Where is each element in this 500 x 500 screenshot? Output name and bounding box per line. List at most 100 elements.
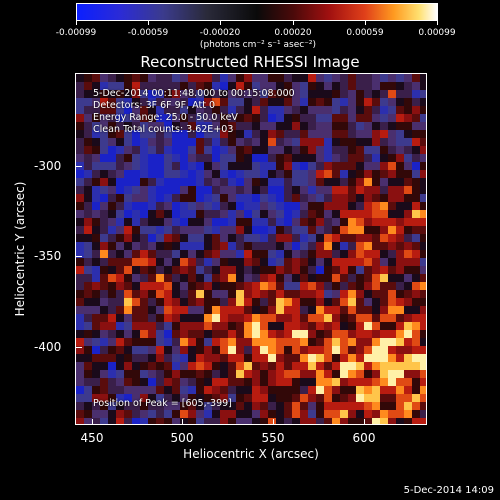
map-pixel [284, 194, 292, 202]
map-pixel [268, 98, 276, 106]
map-pixel [228, 362, 236, 370]
map-pixel [348, 226, 356, 234]
map-pixel [324, 370, 332, 378]
map-pixel [76, 234, 84, 242]
map-pixel [308, 210, 316, 218]
map-pixel [236, 186, 244, 194]
map-pixel [212, 98, 220, 106]
map-pixel [412, 210, 420, 218]
map-pixel [164, 98, 172, 106]
map-pixel [412, 202, 420, 210]
map-pixel [164, 74, 172, 82]
map-pixel [276, 178, 284, 186]
map-pixel [372, 354, 380, 362]
map-pixel [284, 218, 292, 226]
map-pixel [340, 314, 348, 322]
y-axis-tick [76, 166, 82, 167]
map-pixel [76, 322, 84, 330]
map-pixel [380, 202, 388, 210]
map-pixel [324, 330, 332, 338]
map-pixel [276, 202, 284, 210]
map-pixel [188, 130, 196, 138]
map-pixel [388, 178, 396, 186]
map-pixel [268, 194, 276, 202]
map-pixel [356, 226, 364, 234]
map-pixel [244, 154, 252, 162]
map-pixel [156, 298, 164, 306]
map-pixel [316, 338, 324, 346]
map-pixel [340, 266, 348, 274]
map-pixel [180, 354, 188, 362]
map-pixel [292, 162, 300, 170]
map-pixel [212, 122, 220, 130]
map-pixel [316, 394, 324, 402]
map-pixel [300, 82, 308, 90]
map-pixel [76, 346, 84, 354]
map-pixel [188, 138, 196, 146]
map-pixel [284, 186, 292, 194]
map-pixel [268, 282, 276, 290]
map-pixel [364, 82, 372, 90]
map-pixel [132, 82, 140, 90]
map-pixel [180, 82, 188, 90]
map-pixel [252, 122, 260, 130]
map-pixel [356, 218, 364, 226]
map-pixel [332, 146, 340, 154]
map-pixel [148, 250, 156, 258]
map-pixel [380, 418, 388, 424]
map-pixel [268, 338, 276, 346]
map-pixel [292, 258, 300, 266]
map-pixel [252, 146, 260, 154]
map-pixel [284, 146, 292, 154]
map-pixel [380, 234, 388, 242]
map-pixel [212, 394, 220, 402]
map-pixel [388, 106, 396, 114]
map-pixel [84, 138, 92, 146]
map-pixel [388, 370, 396, 378]
map-pixel [268, 258, 276, 266]
map-pixel [348, 298, 356, 306]
map-pixel [252, 282, 260, 290]
map-pixel [196, 322, 204, 330]
map-pixel [380, 138, 388, 146]
map-pixel [180, 162, 188, 170]
map-pixel [292, 202, 300, 210]
map-pixel [188, 322, 196, 330]
map-pixel [332, 202, 340, 210]
map-pixel [396, 402, 404, 410]
map-pixel [244, 114, 252, 122]
map-pixel [268, 362, 276, 370]
map-pixel [412, 330, 420, 338]
map-pixel [188, 298, 196, 306]
map-pixel [260, 186, 268, 194]
map-pixel [412, 386, 420, 394]
map-pixel [116, 218, 124, 226]
map-pixel [260, 402, 268, 410]
map-pixel [316, 362, 324, 370]
map-pixel [92, 242, 100, 250]
map-pixel [284, 370, 292, 378]
map-pixel [140, 330, 148, 338]
map-pixel [292, 138, 300, 146]
map-pixel [276, 354, 284, 362]
map-pixel [164, 138, 172, 146]
map-pixel [220, 138, 228, 146]
map-pixel [276, 90, 284, 98]
map-pixel [156, 130, 164, 138]
map-pixel [76, 170, 84, 178]
map-pixel [236, 338, 244, 346]
map-pixel [268, 114, 276, 122]
map-pixel [244, 330, 252, 338]
map-pixel [212, 186, 220, 194]
map-pixel [348, 162, 356, 170]
map-pixel [420, 154, 426, 162]
map-pixel [276, 154, 284, 162]
map-pixel [300, 106, 308, 114]
map-pixel [164, 362, 172, 370]
map-pixel [220, 330, 228, 338]
map-pixel [324, 418, 332, 424]
map-pixel [292, 386, 300, 394]
map-pixel [332, 218, 340, 226]
map-pixel [180, 274, 188, 282]
map-pixel [324, 258, 332, 266]
